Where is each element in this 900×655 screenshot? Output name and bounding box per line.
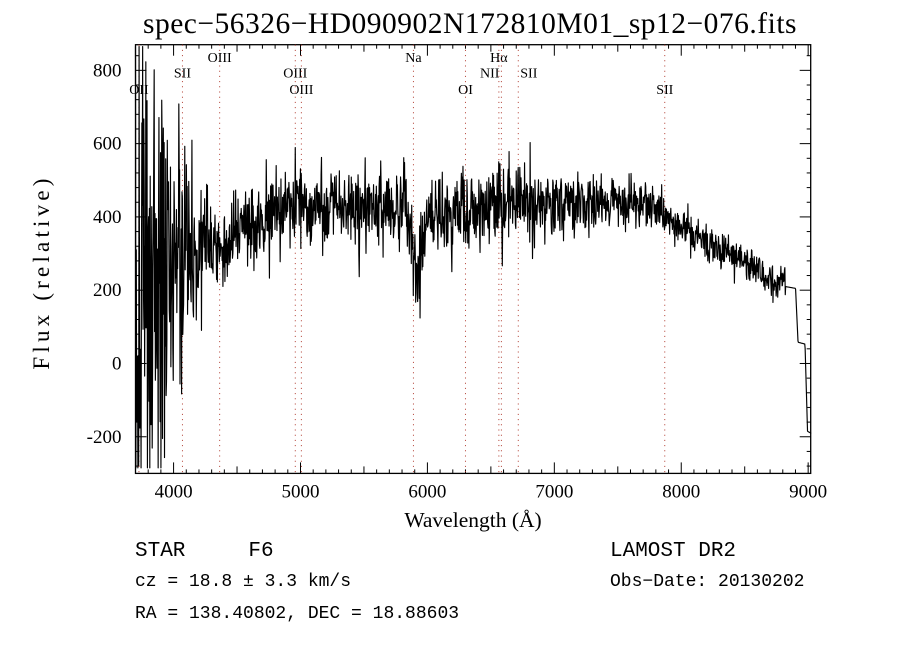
svg-text:400: 400 bbox=[93, 207, 122, 228]
svg-text:NII: NII bbox=[480, 66, 500, 81]
svg-text:200: 200 bbox=[93, 280, 122, 301]
svg-text:OIII: OIII bbox=[283, 66, 307, 81]
svg-text:8000: 8000 bbox=[662, 481, 700, 502]
svg-text:SII: SII bbox=[656, 83, 673, 98]
svg-text:OIII: OIII bbox=[208, 51, 232, 66]
svg-text:600: 600 bbox=[93, 134, 122, 155]
svg-text:800: 800 bbox=[93, 60, 122, 81]
svg-text:0: 0 bbox=[112, 353, 122, 374]
svg-text:9000: 9000 bbox=[789, 481, 827, 502]
svg-text:-200: -200 bbox=[87, 427, 122, 448]
svg-text:4000: 4000 bbox=[155, 481, 193, 502]
svg-text:SII: SII bbox=[520, 66, 537, 81]
svg-text:Hα: Hα bbox=[490, 51, 508, 66]
svg-text:5000: 5000 bbox=[281, 481, 319, 502]
svg-text:SII: SII bbox=[174, 66, 191, 81]
svg-text:7000: 7000 bbox=[535, 481, 573, 502]
svg-text:OI: OI bbox=[458, 83, 473, 98]
svg-text:Na: Na bbox=[405, 51, 422, 66]
svg-text:6000: 6000 bbox=[408, 481, 446, 502]
svg-text:OIII: OIII bbox=[289, 83, 313, 98]
